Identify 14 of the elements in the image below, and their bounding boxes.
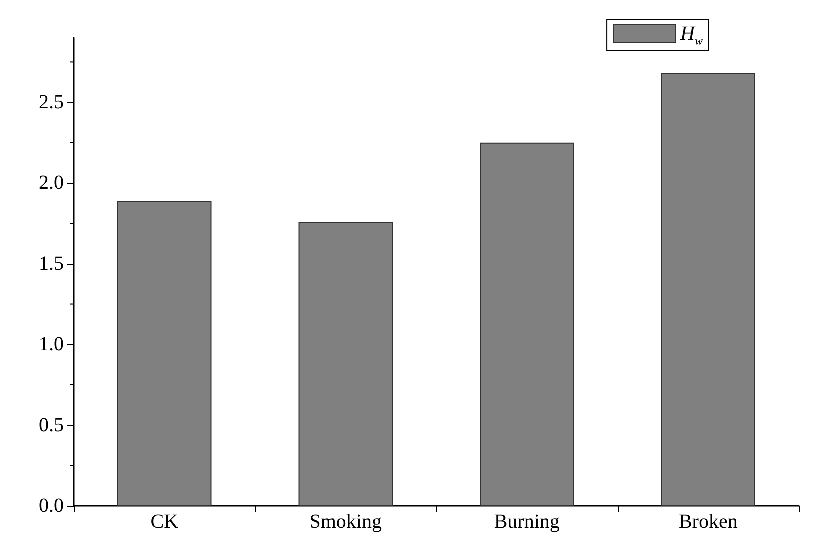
bar xyxy=(118,200,212,506)
bar xyxy=(480,142,574,506)
y-tick-label: 1.0 xyxy=(39,334,64,356)
y-tick-label: 2.5 xyxy=(39,92,64,114)
y-tick-label: 2.0 xyxy=(39,172,64,194)
y-tick-label: 1.5 xyxy=(39,252,64,275)
x-tick-label: CK xyxy=(150,511,180,533)
bar xyxy=(661,74,756,506)
bar xyxy=(298,222,393,506)
x-tick-label: Smoking xyxy=(310,511,382,533)
x-tick-label: Burning xyxy=(494,511,560,533)
y-tick-label: 0.5 xyxy=(39,414,64,436)
x-tick-label: Broken xyxy=(678,511,738,533)
y-tick-label: 0.0 xyxy=(39,495,64,517)
